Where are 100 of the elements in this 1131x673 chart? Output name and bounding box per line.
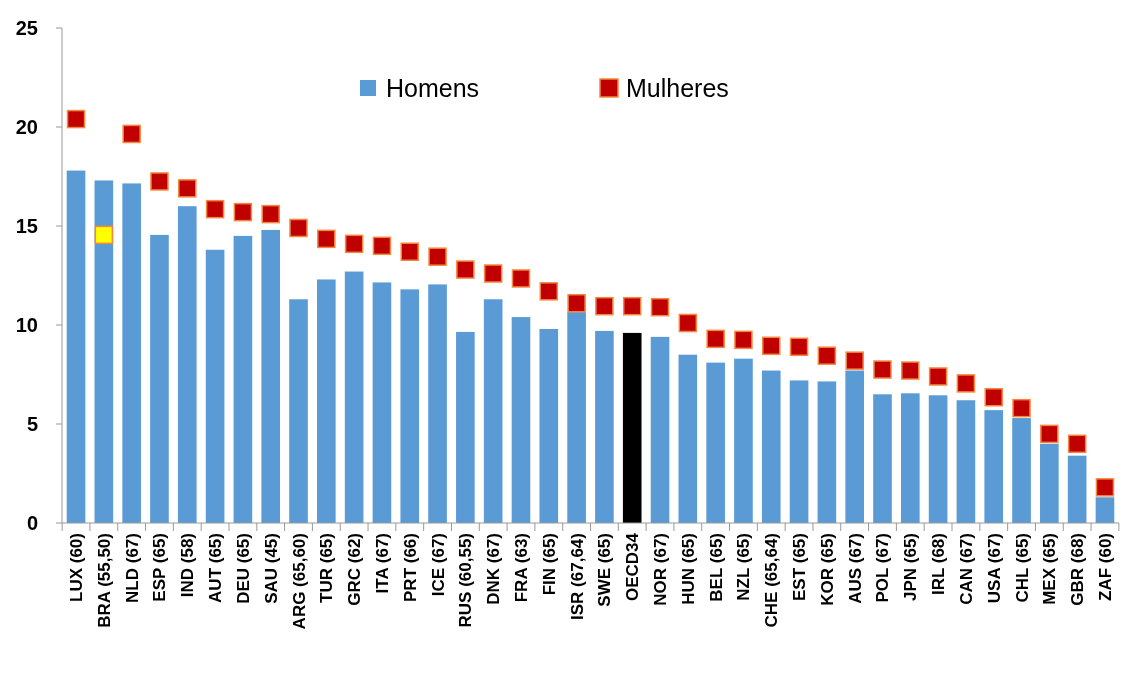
point — [428, 247, 447, 266]
x-tick-label: EST (65) — [790, 533, 810, 602]
point — [539, 282, 559, 301]
y-tick-label: 5 — [26, 413, 38, 435]
x-tick-label: IND (58) — [178, 533, 198, 598]
bar — [205, 249, 225, 523]
legend-label: Mulheres — [626, 73, 729, 102]
point — [789, 337, 809, 357]
point — [456, 260, 475, 279]
x-tick-label: KOR (65) — [817, 533, 837, 606]
bar — [66, 170, 86, 523]
point — [317, 229, 336, 249]
x-tick-label: HUN (65) — [678, 533, 698, 605]
x-tick-label: NOR (67) — [651, 533, 671, 606]
point — [706, 329, 725, 349]
point — [233, 202, 253, 222]
point — [595, 296, 614, 316]
point — [1040, 424, 1059, 444]
x-tick-label: GRC (62) — [345, 533, 365, 606]
x-tick-label: GBR (68) — [1068, 533, 1088, 606]
x-tick-label: POL (67) — [873, 533, 893, 603]
bar — [177, 206, 197, 523]
bar — [511, 317, 531, 523]
x-tick-label: PRT (66) — [400, 533, 420, 602]
point — [1067, 434, 1087, 454]
bar — [789, 380, 809, 523]
bar — [456, 331, 475, 523]
point — [734, 330, 753, 350]
point — [928, 367, 948, 386]
x-tick-label: NLD (67) — [122, 533, 142, 603]
point — [762, 336, 781, 356]
x-tick-label: BRA (55,50) — [94, 533, 114, 628]
x-tick-label: NZL (65) — [734, 533, 754, 601]
x-tick-label: ISR (67,64) — [567, 533, 587, 620]
bar — [1067, 455, 1087, 523]
bar — [372, 282, 392, 523]
bar — [928, 395, 948, 523]
y-tick-label: 0 — [26, 512, 38, 534]
x-tick-label: CAN (67) — [956, 533, 976, 605]
x-tick-label: ARG (65,60) — [289, 533, 309, 630]
x-tick-label: OECD34 — [623, 532, 643, 602]
bar — [567, 312, 586, 523]
x-tick-label: AUT (65) — [206, 533, 226, 603]
point — [956, 374, 976, 393]
x-tick-label: CHL (65) — [1012, 533, 1032, 603]
x-tick-label: ICE (67) — [428, 533, 448, 597]
x-tick-label: BEL (65) — [706, 533, 726, 602]
x-tick-label: DNK (67) — [484, 533, 504, 605]
point — [650, 297, 670, 317]
bar — [1095, 497, 1115, 523]
x-tick-label: RUS (60,55) — [456, 533, 476, 628]
point — [845, 351, 864, 370]
x-tick-label: ITA (67) — [372, 533, 392, 594]
point — [344, 234, 364, 254]
point — [261, 204, 280, 224]
bar — [761, 370, 781, 523]
x-tick-label: MEX (65) — [1040, 533, 1060, 605]
y-tick-label: 25 — [15, 17, 38, 39]
x-tick-label: FIN (65) — [539, 533, 559, 596]
point — [178, 179, 197, 198]
bar — [317, 279, 336, 523]
x-tick-label: ESP (65) — [150, 533, 170, 602]
bar — [483, 299, 503, 523]
point — [400, 242, 419, 261]
bar — [122, 183, 141, 523]
bar — [845, 370, 864, 523]
x-tick-label: DEU (65) — [233, 533, 253, 604]
x-tick-label: JPN (65) — [901, 533, 921, 602]
bar — [428, 284, 447, 523]
bar — [233, 235, 253, 523]
point — [289, 218, 308, 238]
legend-label: Homens — [386, 73, 480, 102]
x-tick-label: LUX (60) — [67, 533, 87, 602]
point — [205, 199, 225, 219]
point — [1095, 478, 1115, 497]
point — [984, 388, 1003, 407]
point — [901, 361, 920, 380]
point — [122, 124, 141, 144]
point — [873, 360, 892, 379]
point — [150, 172, 169, 191]
bar — [1012, 418, 1031, 523]
x-tick-label: ZAF (60) — [1095, 533, 1115, 601]
y-tick-label: 10 — [15, 314, 38, 336]
bar — [94, 180, 114, 523]
point — [372, 236, 392, 256]
bar — [539, 328, 559, 523]
x-tick-label: TUR (65) — [317, 533, 337, 603]
bar — [956, 400, 976, 523]
bar — [817, 381, 837, 523]
point — [94, 225, 114, 245]
bar — [734, 358, 753, 523]
point — [678, 313, 698, 333]
bar — [261, 229, 281, 523]
x-tick-label: SAU (45) — [261, 533, 281, 604]
bar — [1040, 443, 1059, 523]
bar — [873, 394, 892, 523]
x-tick-label: FRA (63) — [511, 533, 531, 603]
y-tick-label: 15 — [15, 215, 38, 237]
bar — [289, 299, 308, 523]
y-tick-label: 20 — [15, 116, 38, 138]
